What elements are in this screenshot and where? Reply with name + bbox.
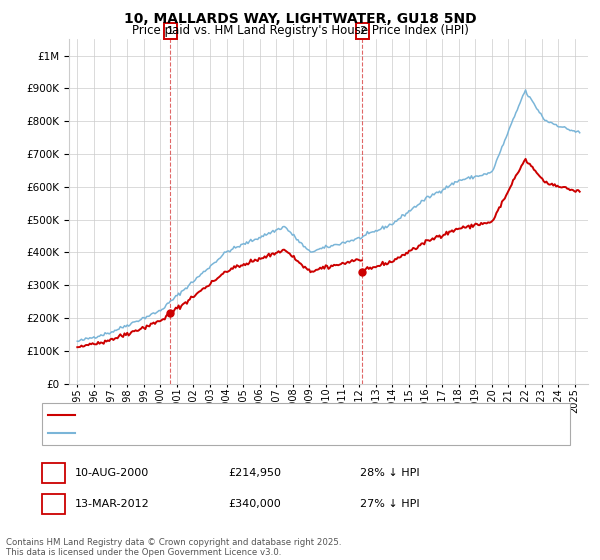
Text: 28% ↓ HPI: 28% ↓ HPI [360, 468, 419, 478]
Text: 13-MAR-2012: 13-MAR-2012 [75, 499, 150, 509]
Text: 2: 2 [50, 499, 57, 509]
Text: 10-AUG-2000: 10-AUG-2000 [75, 468, 149, 478]
Text: 1: 1 [167, 26, 174, 36]
Text: HPI: Average price, detached house, Surrey Heath: HPI: Average price, detached house, Surr… [81, 428, 343, 438]
Text: 2: 2 [359, 26, 366, 36]
Text: 27% ↓ HPI: 27% ↓ HPI [360, 499, 419, 509]
Text: 10, MALLARDS WAY, LIGHTWATER, GU18 5ND (detached house): 10, MALLARDS WAY, LIGHTWATER, GU18 5ND (… [81, 410, 412, 420]
Text: £214,950: £214,950 [228, 468, 281, 478]
Text: £340,000: £340,000 [228, 499, 281, 509]
Text: 10, MALLARDS WAY, LIGHTWATER, GU18 5ND: 10, MALLARDS WAY, LIGHTWATER, GU18 5ND [124, 12, 476, 26]
Text: 1: 1 [50, 468, 57, 478]
Text: Price paid vs. HM Land Registry's House Price Index (HPI): Price paid vs. HM Land Registry's House … [131, 24, 469, 36]
Text: Contains HM Land Registry data © Crown copyright and database right 2025.
This d: Contains HM Land Registry data © Crown c… [6, 538, 341, 557]
